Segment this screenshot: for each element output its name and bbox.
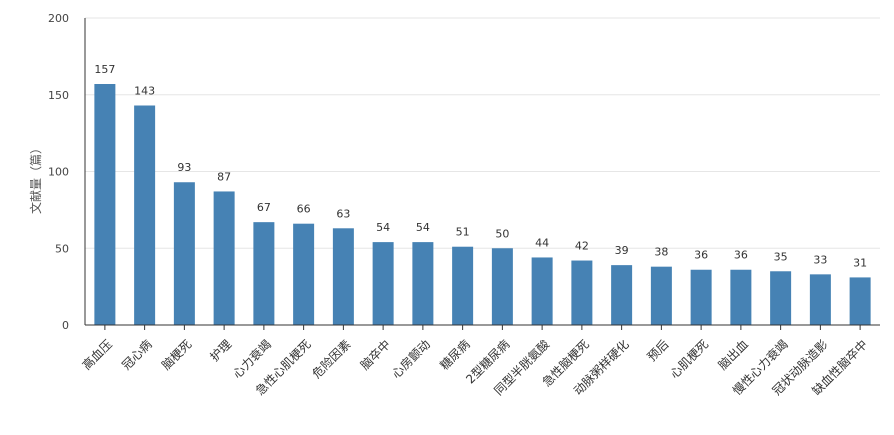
y-axis-label: 文献量（篇） xyxy=(28,142,43,214)
data-label: 50 xyxy=(495,227,509,240)
bar xyxy=(213,191,235,325)
x-tick-label: 脑出血 xyxy=(716,337,751,372)
x-tick-label: 护理 xyxy=(207,337,234,364)
data-label: 38 xyxy=(654,246,668,259)
data-label: 35 xyxy=(774,250,788,263)
data-label: 157 xyxy=(94,63,115,76)
bar xyxy=(690,269,712,325)
data-label: 54 xyxy=(416,221,430,234)
y-tick-label: 200 xyxy=(48,12,69,25)
x-tick-label: 心肌梗死 xyxy=(667,337,712,382)
data-label: 31 xyxy=(853,256,867,269)
bar xyxy=(332,228,354,325)
bar xyxy=(94,84,116,325)
data-label: 87 xyxy=(217,170,231,183)
bar xyxy=(452,246,474,325)
data-label: 66 xyxy=(297,203,311,216)
data-label: 39 xyxy=(615,244,629,257)
bar xyxy=(253,222,275,325)
data-label: 33 xyxy=(813,253,827,266)
x-tick-label: 预后 xyxy=(645,337,672,364)
x-tick-label: 高血压 xyxy=(79,337,115,373)
bar xyxy=(809,274,831,325)
data-label: 143 xyxy=(134,84,155,97)
bar xyxy=(372,242,394,325)
bar xyxy=(611,265,633,325)
x-tick-label: 心房颤动 xyxy=(388,337,433,382)
x-tick-label: 脑卒中 xyxy=(357,337,393,373)
x-tick-label: 糖尿病 xyxy=(437,337,473,373)
bar xyxy=(849,277,871,325)
data-label: 51 xyxy=(456,226,470,239)
data-label: 36 xyxy=(694,249,708,262)
data-label: 67 xyxy=(257,201,271,214)
bar xyxy=(770,271,792,325)
bar xyxy=(730,269,752,325)
bar xyxy=(571,260,593,325)
data-label: 63 xyxy=(336,207,350,220)
bar xyxy=(491,248,513,325)
bar xyxy=(412,242,434,325)
y-tick-label: 50 xyxy=(55,242,69,255)
data-label: 36 xyxy=(734,249,748,262)
bar xyxy=(134,105,156,326)
bar xyxy=(173,182,195,325)
x-tick-label: 冠心病 xyxy=(119,337,155,373)
bar xyxy=(650,266,672,325)
data-label: 44 xyxy=(535,236,549,249)
grid-lines xyxy=(85,17,880,249)
data-label: 54 xyxy=(376,221,390,234)
y-tick-label: 150 xyxy=(48,89,69,102)
bar xyxy=(531,257,553,325)
x-tick-label: 危险因素 xyxy=(309,337,354,382)
y-tick-label: 0 xyxy=(62,319,69,332)
bar xyxy=(293,223,315,325)
data-label: 42 xyxy=(575,240,589,253)
x-tick-label: 脑梗死 xyxy=(158,337,194,373)
data-label: 93 xyxy=(177,161,191,174)
y-tick-label: 100 xyxy=(48,166,69,179)
bars: 157 143 93 87 67 66 63 54 54 51 50 44 42 39 38 36 36 35 33… xyxy=(94,63,871,326)
